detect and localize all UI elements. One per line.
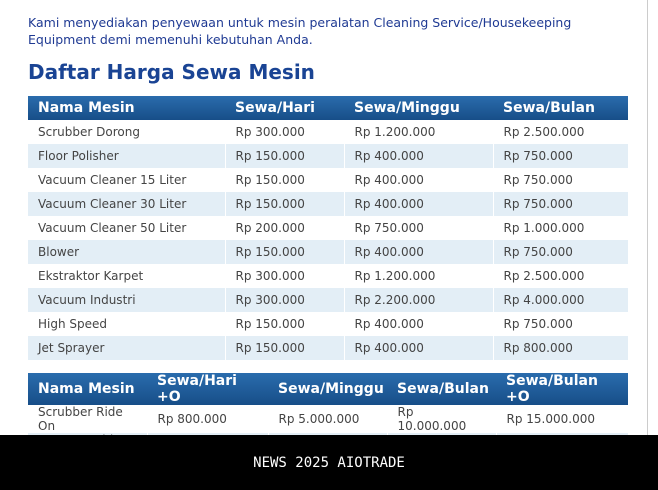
table-cell: Vacuum Cleaner 50 Liter bbox=[28, 216, 226, 240]
intro-text: Kami menyediakan penyewaan untuk mesin p… bbox=[28, 15, 572, 47]
table-cell: Rp 750.000 bbox=[493, 312, 629, 336]
table-cell: Vacuum Cleaner 30 Liter bbox=[28, 192, 226, 216]
table-cell: High Speed bbox=[28, 312, 226, 336]
table-cell: Scrubber Ride On bbox=[28, 405, 148, 433]
table-cell: Rp 4.000.000 bbox=[493, 288, 629, 312]
table-cell: Rp 150.000 bbox=[225, 168, 345, 192]
table-cell: Rp 750.000 bbox=[493, 240, 629, 264]
table-cell: Ekstraktor Karpet bbox=[28, 264, 226, 288]
table-row: Jet Sprayer Rp 150.000 Rp 400.000 Rp 800.00… bbox=[28, 336, 629, 360]
price-table: Nama Mesin Sewa/Hari Sewa/Minggu Sewa/Bulan… bbox=[28, 96, 629, 360]
table-row: Scrubber Dorong Rp 300.000 Rp 1.200.000 Rp … bbox=[28, 120, 629, 144]
table-cell: Rp 2.500.000 bbox=[493, 264, 629, 288]
table-cell: Rp 2.200.000 bbox=[344, 288, 494, 312]
table-cell: Rp 400.000 bbox=[344, 240, 494, 264]
scrollbar-edge bbox=[647, 0, 648, 490]
table-cell: Rp 15.000.000 bbox=[496, 405, 629, 433]
table-cell: Rp 300.000 bbox=[225, 264, 345, 288]
table-row: Vacuum Cleaner 50 Liter Rp 200.000 Rp 750.… bbox=[28, 216, 629, 240]
column-header: Nama Mesin bbox=[28, 373, 147, 405]
table-cell: Rp 10.000.000 bbox=[387, 405, 497, 433]
table-row: Vacuum Cleaner 15 Liter Rp 150.000 Rp 400.… bbox=[28, 168, 629, 192]
column-header: Sewa/Bulan bbox=[493, 96, 628, 120]
table-cell: Rp 1.200.000 bbox=[344, 120, 494, 144]
news-banner: NEWS 2025 AIOTRADE bbox=[0, 435, 658, 490]
table-cell: Rp 400.000 bbox=[344, 144, 494, 168]
heading: Daftar Harga Sewa Mesin bbox=[28, 60, 315, 84]
table-cell: Vacuum Cleaner 15 Liter bbox=[28, 168, 226, 192]
table-cell: Floor Polisher bbox=[28, 144, 226, 168]
table-head: Nama Mesin Sewa/Hari +O Sewa/Minggu Sewa/Bu… bbox=[28, 373, 628, 405]
table-cell: Rp 400.000 bbox=[344, 168, 494, 192]
table-cell: Rp 1.000.000 bbox=[493, 216, 629, 240]
header-row: Nama Mesin Sewa/Hari Sewa/Minggu Sewa/Bulan bbox=[28, 96, 628, 120]
table-cell: Rp 300.000 bbox=[225, 120, 345, 144]
table-cell: Jet Sprayer bbox=[28, 336, 226, 360]
table-row: Scrubber Ride On Rp 800.000 Rp 5.000.000 Rp… bbox=[28, 405, 629, 433]
table-head: Nama Mesin Sewa/Hari Sewa/Minggu Sewa/Bulan bbox=[28, 96, 628, 120]
table-cell: Rp 800.000 bbox=[493, 336, 629, 360]
table-cell: Rp 750.000 bbox=[344, 216, 494, 240]
column-header: Sewa/Hari bbox=[225, 96, 344, 120]
table-row: Floor Polisher Rp 150.000 Rp 400.000 Rp 750… bbox=[28, 144, 629, 168]
table-row: Vacuum Industri Rp 300.000 Rp 2.200.000 Rp … bbox=[28, 288, 629, 312]
table-cell: Vacuum Industri bbox=[28, 288, 226, 312]
table-cell: Rp 150.000 bbox=[225, 240, 345, 264]
table-cell: Rp 400.000 bbox=[344, 336, 494, 360]
column-header: Sewa/Bulan +O bbox=[496, 373, 628, 405]
column-header: Nama Mesin bbox=[28, 96, 225, 120]
column-header: Sewa/Hari +O bbox=[147, 373, 268, 405]
table-cell: Rp 750.000 bbox=[493, 168, 629, 192]
table-cell: Rp 150.000 bbox=[225, 336, 345, 360]
table-cell: Scrubber Dorong bbox=[28, 120, 226, 144]
table-row: Vacuum Cleaner 30 Liter Rp 150.000 Rp 400.… bbox=[28, 192, 629, 216]
table-cell: Rp 1.200.000 bbox=[344, 264, 494, 288]
column-header: Sewa/Bulan bbox=[387, 373, 496, 405]
column-header: Sewa/Minggu bbox=[268, 373, 387, 405]
table-cell: Rp 400.000 bbox=[344, 312, 494, 336]
table-row: High Speed Rp 150.000 Rp 400.000 Rp 750.000 bbox=[28, 312, 629, 336]
table-cell: Rp 300.000 bbox=[225, 288, 345, 312]
table-cell: Rp 400.000 bbox=[344, 192, 494, 216]
table-cell: Rp 150.000 bbox=[225, 192, 345, 216]
table-cell: Rp 750.000 bbox=[493, 192, 629, 216]
table-cell: Rp 800.000 bbox=[147, 405, 269, 433]
table-cell: Rp 2.500.000 bbox=[493, 120, 629, 144]
table-row: Blower Rp 150.000 Rp 400.000 Rp 750.000 bbox=[28, 240, 629, 264]
table-cell: Rp 150.000 bbox=[225, 312, 345, 336]
table-cell: Rp 750.000 bbox=[493, 144, 629, 168]
table-body: Scrubber Dorong Rp 300.000 Rp 1.200.000 Rp … bbox=[28, 120, 629, 360]
table-cell: Rp 150.000 bbox=[225, 144, 345, 168]
table-cell: Rp 5.000.000 bbox=[268, 405, 388, 433]
table-row: Ekstraktor Karpet Rp 300.000 Rp 1.200.000 R… bbox=[28, 264, 629, 288]
table-cell: Blower bbox=[28, 240, 226, 264]
column-header: Sewa/Minggu bbox=[344, 96, 493, 120]
table-cell: Rp 200.000 bbox=[225, 216, 345, 240]
header-row: Nama Mesin Sewa/Hari +O Sewa/Minggu Sewa/Bu… bbox=[28, 373, 628, 405]
